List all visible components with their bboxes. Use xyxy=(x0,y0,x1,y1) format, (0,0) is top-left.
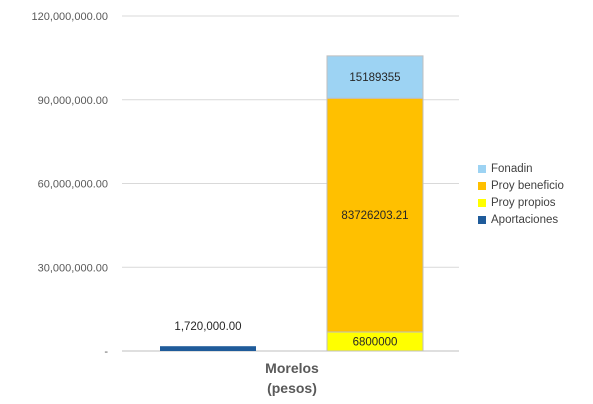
legend-swatch xyxy=(478,215,486,224)
bar-segment-fonadin xyxy=(326,55,424,99)
bar-segment-proy-beneficio xyxy=(326,97,424,333)
y-tick-label: 90,000,000.00 xyxy=(38,95,108,107)
legend-label: Aportaciones xyxy=(491,213,559,226)
legend-label: Proy propios xyxy=(491,196,556,209)
data-label-proy-propios: 6800000 xyxy=(353,337,398,349)
legend-swatch xyxy=(478,198,486,207)
y-tick-label: 60,000,000.00 xyxy=(38,179,108,191)
legend-item-aportaciones: Aportaciones xyxy=(478,211,564,228)
legend-item-fonadin: Fonadin xyxy=(478,160,564,177)
legend-swatch xyxy=(478,181,486,190)
data-label-fonadin: 15189355 xyxy=(349,72,400,84)
legend-swatch xyxy=(478,164,486,173)
bar-segment-aportaciones xyxy=(160,346,256,351)
y-tick-label: 30,000,000.00 xyxy=(38,262,108,274)
chart-legend: Fonadin Proy beneficio Proy propios Aportac… xyxy=(478,160,564,228)
legend-label: Proy beneficio xyxy=(491,179,564,192)
legend-item-proy-beneficio: Proy beneficio xyxy=(478,177,564,194)
y-tick-label: 120,000,000.00 xyxy=(32,11,108,23)
category-label-line-2: (pesos) xyxy=(267,380,317,396)
data-label-aportaciones: 1,720,000.00 xyxy=(174,321,241,333)
legend-label: Fonadin xyxy=(491,162,533,175)
legend-item-proy-propios: Proy propios xyxy=(478,194,564,211)
data-label-proy-beneficio: 83726203.21 xyxy=(341,210,408,222)
y-tick-label: - xyxy=(104,346,108,358)
category-label-line-1: Morelos xyxy=(265,360,319,376)
